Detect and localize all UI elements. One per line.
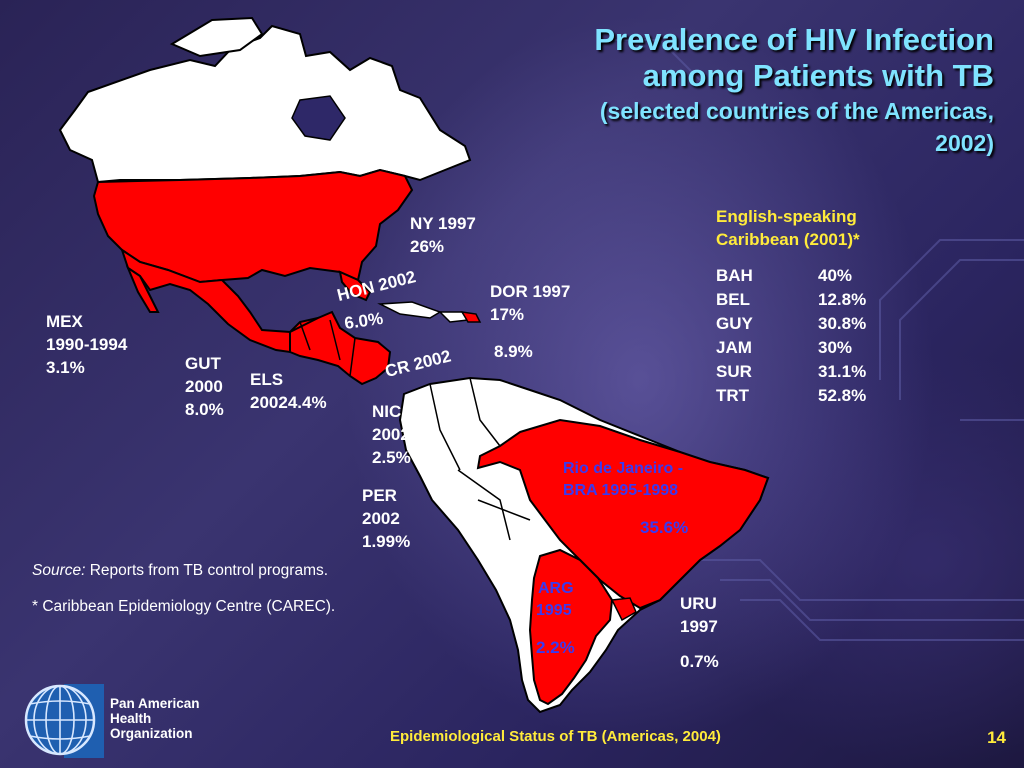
caribbean-country: SUR <box>716 362 752 381</box>
label-nic: NIC 2002 2.5% <box>372 402 411 467</box>
cuba <box>377 301 442 319</box>
label-ny: NY 1997 26% <box>410 214 476 256</box>
title-line-4: 2002) <box>935 130 994 156</box>
logo-line-1: Pan American <box>110 696 200 711</box>
caribbean-country: BEL <box>716 290 750 309</box>
source-text: Reports from TB control programs. <box>85 562 329 579</box>
central-america <box>289 310 392 386</box>
title-line-2: among Patients with TB <box>642 58 994 93</box>
source-prefix: Source: <box>32 562 86 579</box>
carec-note: * Caribbean Epidemiology Centre (CAREC). <box>32 598 336 615</box>
hudson-bay <box>291 95 346 141</box>
footer-text: Epidemiological Status of TB (Americas, … <box>390 728 721 745</box>
label-arg-value: 2.2% <box>536 638 575 657</box>
label-uru-value: 0.7% <box>680 652 719 671</box>
brazil <box>476 418 770 610</box>
label-gut: GUT 2000 8.0% <box>185 354 224 419</box>
label-per: PER 2002 1.99% <box>362 486 411 551</box>
uruguay <box>610 597 637 622</box>
caribbean-value: 40% <box>818 266 853 285</box>
baja-california <box>125 265 160 313</box>
caribbean-country: TRT <box>716 386 750 405</box>
caribbean-country: JAM <box>716 338 752 357</box>
dominican-republic <box>460 311 482 323</box>
label-els: ELS 20024.4% <box>250 370 327 412</box>
canada-landmass <box>58 24 472 184</box>
caribbean-heading: English-speaking Caribbean (2001)* <box>716 207 860 249</box>
argentina <box>528 548 614 706</box>
label-mex: MEX 1990-1994 3.1% <box>46 312 128 377</box>
country-borders <box>299 319 531 541</box>
paho-globe-logo <box>24 684 104 758</box>
paho-logo-text: Pan American Health Organization <box>110 696 200 741</box>
caribbean-value: 31.1% <box>818 362 867 381</box>
caribbean-country: BAH <box>716 266 753 285</box>
source-line: Source: Reports from TB control programs… <box>32 562 328 580</box>
label-bra-value: 35.6% <box>640 518 689 537</box>
caribbean-value: 12.8% <box>818 290 867 309</box>
arctic-islands <box>169 16 264 58</box>
slide-title: Prevalence of HIV Infection among Patien… <box>434 22 994 158</box>
label-dor: DOR 1997 17% <box>490 282 571 324</box>
caribbean-value: 30% <box>818 338 853 357</box>
label-arg-line1: ARG <box>538 580 574 597</box>
caribbean-country: GUY <box>716 314 753 333</box>
label-bra-line1: Rio de Janeiro - <box>563 460 684 477</box>
caribbean-value: 30.8% <box>818 314 867 333</box>
title-line-3: (selected countries of the Americas, <box>599 98 994 124</box>
label-arg-line2: 1995 <box>536 602 572 619</box>
page-number: 14 <box>987 728 1006 747</box>
caribbean-value: 52.8% <box>818 386 867 405</box>
label-uru: URU 1997 <box>680 594 718 636</box>
label-dor-value: 8.9% <box>494 342 533 361</box>
logo-line-2: Health <box>110 711 152 726</box>
logo-line-3: Organization <box>110 726 193 741</box>
title-line-1: Prevalence of HIV Infection <box>594 22 994 57</box>
label-bra-line2: BRA 1995-1998 <box>563 482 679 499</box>
florida <box>338 270 372 302</box>
